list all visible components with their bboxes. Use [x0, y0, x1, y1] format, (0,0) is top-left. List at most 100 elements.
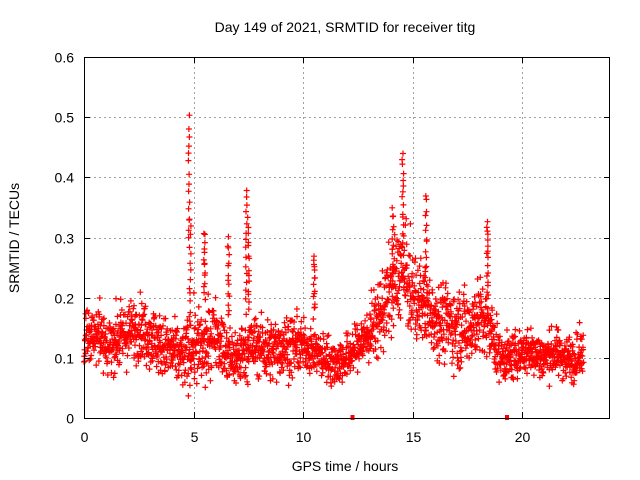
data-point — [524, 326, 531, 333]
data-point — [242, 263, 249, 270]
data-point — [92, 343, 99, 350]
data-point — [198, 316, 205, 323]
data-point — [448, 330, 455, 337]
data-point — [226, 307, 232, 314]
data-point — [389, 278, 396, 284]
data-point — [471, 293, 478, 300]
data-point — [411, 282, 418, 289]
data-point — [310, 316, 317, 322]
data-point — [555, 327, 562, 333]
data-point — [485, 270, 492, 276]
data-point — [530, 372, 537, 379]
data-point — [389, 236, 396, 242]
data-point — [558, 340, 564, 347]
data-point — [491, 324, 498, 331]
data-point — [313, 368, 320, 375]
data-point — [186, 313, 193, 320]
data-point — [570, 350, 577, 357]
y-axis-label: SRMTID / TECUs — [6, 183, 22, 293]
data-point — [103, 337, 110, 344]
data-point — [185, 370, 192, 377]
data-point — [365, 359, 372, 366]
data-point — [324, 333, 331, 340]
data-point — [187, 276, 194, 283]
data-point — [219, 368, 226, 375]
y-tick-label: 0.4 — [55, 170, 75, 186]
data-point — [552, 364, 559, 371]
data-point — [483, 353, 490, 360]
data-point — [404, 298, 411, 305]
data-point — [461, 303, 468, 309]
data-point — [473, 303, 480, 310]
data-point — [297, 325, 304, 332]
data-point — [389, 261, 396, 268]
data-point — [215, 364, 222, 371]
data-point — [562, 369, 569, 376]
data-point — [123, 369, 130, 376]
data-point — [186, 199, 193, 206]
data-point — [385, 297, 392, 303]
data-point — [251, 316, 258, 323]
data-point — [433, 300, 440, 307]
data-point — [539, 366, 545, 372]
data-point — [328, 383, 335, 390]
data-point — [548, 341, 555, 347]
data-point — [114, 313, 121, 320]
data-point — [137, 327, 144, 334]
data-point — [423, 281, 430, 288]
data-point — [183, 326, 190, 333]
data-point — [493, 369, 500, 375]
data-point — [163, 331, 170, 338]
data-point — [310, 281, 317, 288]
data-point — [398, 260, 405, 267]
data-point — [368, 315, 374, 321]
data-point — [187, 309, 194, 316]
data-point — [524, 370, 530, 377]
data-point — [455, 296, 462, 303]
data-point — [422, 264, 429, 271]
data-point — [291, 325, 298, 332]
data-point — [297, 364, 304, 371]
data-point — [399, 211, 406, 218]
data-point — [473, 331, 480, 338]
data-point — [186, 382, 193, 389]
data-point — [236, 332, 243, 339]
data-point — [480, 329, 487, 336]
data-point — [136, 342, 143, 349]
data-point — [443, 280, 449, 287]
data-point — [185, 188, 192, 195]
data-point — [241, 350, 248, 357]
data-point — [201, 280, 208, 287]
data-point — [283, 314, 290, 321]
data-point — [566, 334, 573, 341]
data-point — [390, 242, 397, 249]
data-point — [110, 344, 117, 351]
data-point — [197, 321, 204, 328]
data-point — [488, 328, 495, 334]
data-point — [400, 177, 407, 184]
data-point — [205, 291, 212, 298]
data-point — [389, 293, 396, 300]
data-point — [244, 214, 251, 221]
data-point — [381, 332, 388, 339]
data-point — [449, 348, 456, 355]
data-point — [397, 315, 404, 321]
data-point — [417, 285, 424, 292]
data-point — [85, 310, 92, 317]
data-point — [202, 384, 209, 391]
data-point — [187, 260, 194, 267]
data-point — [318, 372, 325, 379]
x-axis-label: GPS time / hours — [292, 458, 399, 474]
data-point — [187, 250, 194, 257]
data-point — [396, 283, 403, 290]
data-point — [192, 324, 199, 331]
data-point — [187, 322, 194, 329]
data-point — [281, 319, 288, 326]
data-point — [405, 320, 412, 327]
data-point — [196, 348, 203, 355]
data-point — [469, 332, 476, 339]
data-point — [218, 333, 225, 340]
data-point — [289, 374, 296, 381]
data-point — [371, 335, 378, 342]
data-point — [368, 342, 375, 349]
